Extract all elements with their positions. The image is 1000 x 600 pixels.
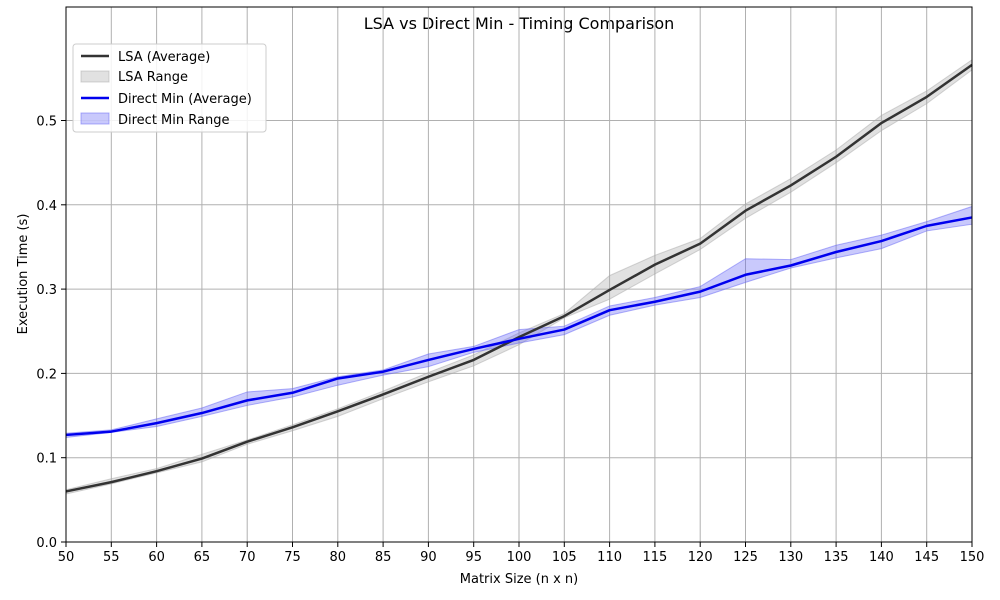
- x-tick-label: 85: [375, 550, 392, 565]
- y-tick-label: 0.5: [36, 115, 57, 130]
- x-tick-label: 65: [194, 550, 211, 565]
- x-tick-label: 120: [688, 550, 713, 565]
- legend-label-direct-min-average: Direct Min (Average): [118, 92, 252, 107]
- x-tick-label: 80: [330, 550, 347, 565]
- x-axis-title: Matrix Size (n x n): [460, 572, 578, 587]
- x-tick-label: 135: [824, 550, 849, 565]
- y-tick-label: 0.1: [36, 452, 57, 467]
- x-axis-ticks: 50 55 60 65 70 75 80 85 90 95 100 105 110 115 120 125 13…: [58, 542, 985, 565]
- x-tick-label: 110: [597, 550, 622, 565]
- x-tick-label: 115: [642, 550, 667, 565]
- y-tick-label: 0.2: [36, 367, 57, 382]
- legend-label-lsa-range: LSA Range: [118, 70, 188, 85]
- x-tick-label: 50: [58, 550, 75, 565]
- y-tick-label: 0.3: [36, 283, 57, 298]
- x-tick-label: 125: [733, 550, 758, 565]
- legend-swatch-direct-min-range: [80, 112, 110, 125]
- x-tick-label: 60: [148, 550, 165, 565]
- x-tick-label: 105: [552, 550, 577, 565]
- x-tick-label: 100: [507, 550, 532, 565]
- y-axis-ticks: 0.0 0.1 0.2 0.3 0.4 0.5: [36, 115, 66, 551]
- x-tick-label: 95: [465, 550, 482, 565]
- x-tick-label: 140: [869, 550, 894, 565]
- direct-min-average-line: [65, 216, 973, 437]
- x-tick-label: 55: [103, 550, 120, 565]
- legend: LSA (Average) LSA Range Direct Min (Aver…: [72, 43, 267, 133]
- legend-box: [72, 43, 267, 133]
- y-axis-title: Execution Time (s): [16, 214, 31, 335]
- legend-label-lsa-average: LSA (Average): [118, 50, 210, 65]
- x-tick-label: 90: [420, 550, 437, 565]
- x-tick-label: 70: [239, 550, 256, 565]
- series-lines: [65, 63, 973, 493]
- legend-label-direct-min-range: Direct Min Range: [118, 113, 229, 128]
- x-tick-label: 150: [960, 550, 985, 565]
- lsa-average-line: [65, 63, 973, 493]
- y-tick-label: 0.0: [36, 536, 57, 551]
- legend-swatch-lsa-range: [80, 70, 110, 83]
- x-tick-label: 75: [284, 550, 301, 565]
- x-tick-label: 130: [778, 550, 803, 565]
- x-tick-label: 145: [914, 550, 939, 565]
- y-tick-label: 0.4: [36, 199, 57, 214]
